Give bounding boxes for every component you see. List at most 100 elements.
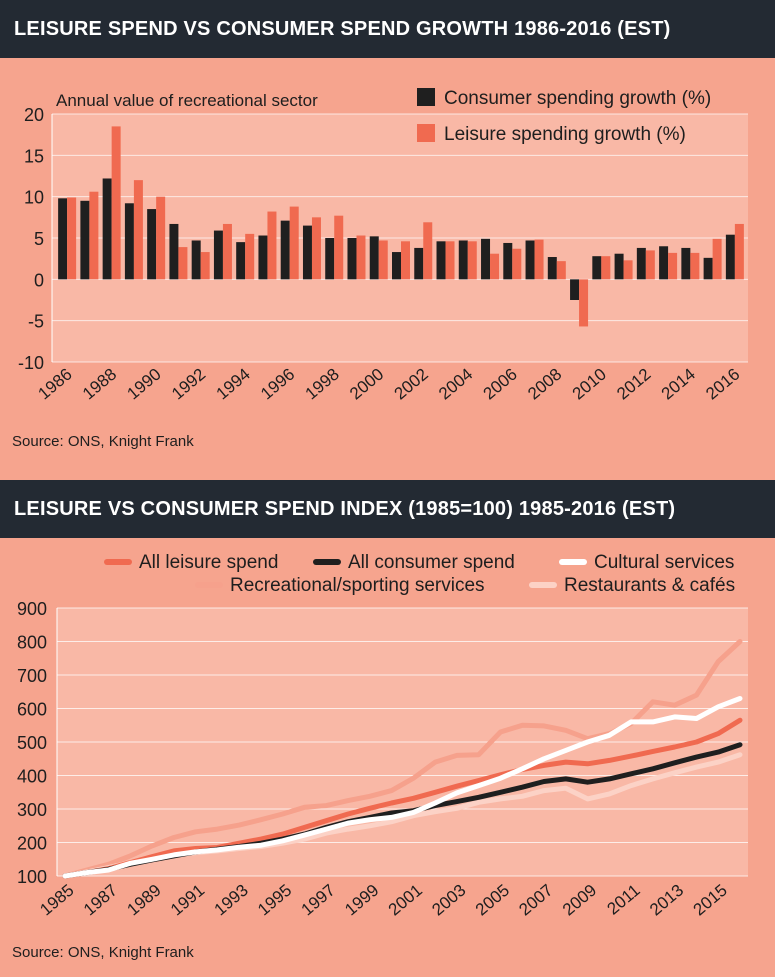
legend-label-0: Consumer spending growth (%) bbox=[444, 88, 711, 109]
leisure-bar-1990 bbox=[156, 196, 166, 280]
y-tick-label: 500 bbox=[17, 733, 47, 753]
consumer-bar-2004 bbox=[458, 240, 468, 280]
leisure-bar-1993 bbox=[222, 223, 232, 280]
legend-swatch-1 bbox=[417, 124, 435, 142]
leisure-bar-2011 bbox=[623, 260, 633, 280]
x-tick-label: 2000 bbox=[346, 365, 387, 404]
consumer-bar-2005 bbox=[481, 238, 491, 280]
legend-label-0: All leisure spend bbox=[139, 552, 278, 573]
leisure-bar-2007 bbox=[534, 239, 544, 280]
leisure-bar-2013 bbox=[668, 252, 678, 280]
line-all-leisure-spend bbox=[62, 717, 743, 879]
x-tick-label: 2010 bbox=[569, 365, 610, 404]
leisure-bar-1992 bbox=[200, 252, 210, 280]
consumer-bar-2006 bbox=[503, 242, 513, 280]
y-tick-label: 0 bbox=[34, 270, 44, 290]
y-tick-label: 10 bbox=[24, 188, 44, 208]
consumer-bar-1994 bbox=[236, 242, 246, 280]
leisure-bar-2001 bbox=[401, 241, 410, 280]
x-tick-label: 1998 bbox=[302, 365, 343, 404]
leisure-bar-2003 bbox=[445, 241, 455, 280]
consumer-bar-1992 bbox=[191, 240, 201, 280]
x-tick-label: 2015 bbox=[690, 881, 731, 920]
y-tick-label: -5 bbox=[28, 312, 44, 332]
x-tick-label: 2016 bbox=[702, 365, 743, 404]
y-tick-label: 200 bbox=[17, 834, 47, 854]
y-tick-label: 800 bbox=[17, 633, 47, 653]
x-tick-label: 2002 bbox=[391, 365, 432, 404]
consumer-bar-2001 bbox=[392, 252, 401, 280]
legend-label-2: Cultural services bbox=[594, 552, 734, 573]
x-tick-label: 2003 bbox=[428, 881, 469, 920]
x-tick-label: 2008 bbox=[524, 365, 565, 404]
y-tick-label: 15 bbox=[24, 146, 44, 166]
consumer-bar-2015 bbox=[703, 257, 713, 280]
leisure-bar-2012 bbox=[645, 250, 655, 280]
legend-label-1: All consumer spend bbox=[348, 552, 515, 573]
consumer-bar-2002 bbox=[414, 247, 424, 280]
leisure-bar-2010 bbox=[601, 256, 611, 280]
consumer-bar-2007 bbox=[525, 240, 535, 280]
y-tick-label: 900 bbox=[17, 599, 47, 619]
chart2-source: Source: ONS, Knight Frank bbox=[12, 944, 194, 961]
consumer-bar-1987 bbox=[80, 200, 90, 280]
consumer-bar-2013 bbox=[659, 246, 669, 280]
y-tick-label: 20 bbox=[24, 105, 44, 125]
chart1-annotation: Annual value of recreational sector bbox=[56, 91, 318, 110]
y-tick-label: -10 bbox=[18, 353, 44, 373]
chart1-title: LEISURE SPEND VS CONSUMER SPEND GROWTH 1… bbox=[14, 17, 671, 40]
consumer-bar-1993 bbox=[213, 230, 223, 280]
leisure-bar-1987 bbox=[89, 191, 99, 280]
consumer-bar-2000 bbox=[369, 236, 379, 280]
consumer-bar-1999 bbox=[347, 238, 357, 280]
leisure-bar-2006 bbox=[512, 248, 522, 280]
x-tick-label: 2014 bbox=[658, 365, 699, 404]
consumer-bar-2011 bbox=[614, 253, 624, 280]
x-tick-label: 1987 bbox=[80, 881, 121, 920]
leisure-bar-2009 bbox=[579, 279, 589, 327]
leisure-bar-2002 bbox=[423, 222, 433, 280]
leisure-bar-1996 bbox=[289, 206, 299, 280]
leisure-bar-2004 bbox=[467, 241, 477, 280]
x-tick-label: 1997 bbox=[298, 881, 339, 920]
x-tick-label: 1992 bbox=[168, 365, 209, 404]
x-tick-label: 2012 bbox=[613, 365, 654, 404]
y-tick-label: 100 bbox=[17, 867, 47, 887]
x-tick-label: 1993 bbox=[211, 881, 252, 920]
consumer-bar-1995 bbox=[258, 235, 268, 280]
x-tick-label: 1996 bbox=[257, 365, 298, 404]
consumer-bar-2009 bbox=[570, 279, 580, 300]
leisure-bar-2016 bbox=[734, 223, 744, 280]
legend-label-3: Recreational/sporting services bbox=[230, 575, 485, 596]
leisure-bar-2008 bbox=[556, 261, 566, 280]
x-tick-label: 1994 bbox=[213, 365, 254, 404]
y-tick-label: 600 bbox=[17, 700, 47, 720]
x-tick-label: 1988 bbox=[79, 365, 120, 404]
legend-label-4: Restaurants & cafés bbox=[564, 575, 735, 596]
x-tick-label: 1989 bbox=[123, 881, 164, 920]
y-tick-label: 400 bbox=[17, 767, 47, 787]
y-tick-label: 300 bbox=[17, 800, 47, 820]
x-tick-label: 2004 bbox=[435, 365, 476, 404]
consumer-bar-1990 bbox=[147, 209, 157, 280]
legend-label-1: Leisure spending growth (%) bbox=[444, 124, 686, 145]
x-tick-label: 1990 bbox=[124, 365, 165, 404]
chart2-title: LEISURE VS CONSUMER SPEND INDEX (1985=10… bbox=[14, 497, 676, 520]
x-tick-label: 1999 bbox=[341, 881, 382, 920]
x-tick-label: 1995 bbox=[254, 881, 295, 920]
leisure-bar-1998 bbox=[334, 215, 344, 280]
x-tick-label: 2001 bbox=[385, 881, 426, 920]
leisure-bar-1995 bbox=[267, 211, 277, 280]
x-tick-label: 2005 bbox=[472, 881, 513, 920]
consumer-bar-2014 bbox=[681, 247, 691, 280]
leisure-bar-1994 bbox=[245, 233, 255, 280]
consumer-bar-2010 bbox=[592, 256, 602, 280]
chart2-header: LEISURE VS CONSUMER SPEND INDEX (1985=10… bbox=[0, 480, 775, 538]
leisure-bar-1991 bbox=[178, 247, 188, 280]
consumer-bar-2003 bbox=[436, 241, 446, 280]
x-tick-label: 1991 bbox=[167, 881, 208, 920]
consumer-bar-1997 bbox=[302, 225, 312, 280]
consumer-bar-2016 bbox=[725, 234, 735, 280]
chart1-source: Source: ONS, Knight Frank bbox=[12, 433, 194, 450]
